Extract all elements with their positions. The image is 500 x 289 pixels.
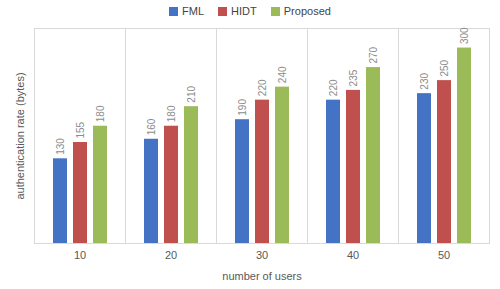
svg-text:300: 300 [459, 27, 470, 44]
svg-text:authentication rate (bytes): authentication rate (bytes) [14, 72, 26, 199]
svg-text:180: 180 [166, 105, 177, 122]
svg-text:180: 180 [95, 105, 106, 122]
html-text:FML: FML [182, 5, 205, 17]
svg-text:40: 40 [347, 249, 359, 261]
svg-text:240: 240 [277, 66, 288, 83]
svg-text:20: 20 [165, 249, 177, 261]
html-text:HIDT: HIDT [231, 5, 257, 17]
svg-text:270: 270 [368, 46, 379, 63]
svg-text:50: 50 [438, 249, 450, 261]
svg-text:230: 230 [419, 73, 430, 90]
svg-text:210: 210 [186, 86, 197, 103]
svg-text:30: 30 [256, 249, 268, 261]
svg-text:155: 155 [75, 121, 86, 138]
svg-text:220: 220 [328, 79, 339, 96]
svg-text:250: 250 [439, 59, 450, 76]
svg-text:number of users: number of users [222, 270, 302, 282]
svg-text:10: 10 [74, 249, 86, 261]
html-text:Proposed: Proposed [283, 5, 331, 17]
svg-text:160: 160 [146, 118, 157, 135]
svg-text:130: 130 [55, 138, 66, 155]
svg-text:220: 220 [257, 79, 268, 96]
svg-text:190: 190 [237, 99, 248, 116]
svg-text:235: 235 [348, 69, 359, 86]
